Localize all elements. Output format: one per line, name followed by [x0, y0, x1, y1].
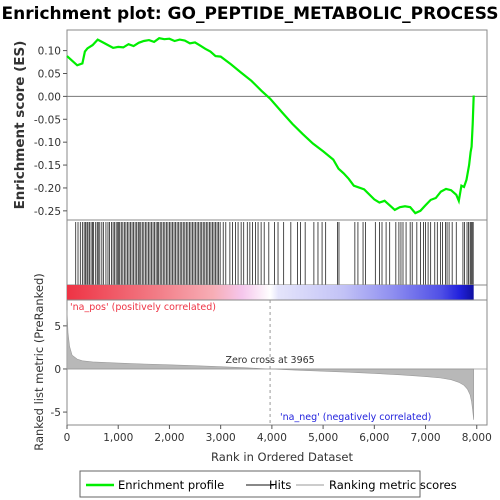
ranked-axis-label: Ranked list metric (PreRanked) — [32, 273, 46, 451]
es-y-tick-label: 0.05 — [38, 68, 61, 80]
x-tick-label: 7,000 — [411, 432, 441, 444]
ranked-y-tick-label: -5 — [51, 407, 61, 419]
ranked-y-tick-label: 0 — [54, 364, 61, 376]
x-tick-label: 2,000 — [154, 432, 184, 444]
x-axis-label: Rank in Ordered Dataset — [211, 450, 354, 464]
es-y-tick-label: -0.10 — [34, 137, 61, 149]
positive-correlation-label: 'na_pos' (positively correlated) — [70, 302, 216, 313]
zero-cross-label: Zero cross at 3965 — [225, 355, 314, 366]
hit-lines — [75, 222, 474, 285]
es-y-ticks: 0.10 0.05 0.00 -0.05 -0.10 -0.15 -0.20 -0.25 — [34, 46, 67, 218]
legend: Enrichment profile Hits Ranking metric sco… — [86, 478, 457, 492]
es-y-tick-label: -0.25 — [34, 206, 61, 218]
enrichment-profile-line — [66, 37, 475, 215]
legend-label: Hits — [269, 478, 291, 492]
heatmap-bar — [67, 285, 474, 300]
es-y-tick-label: 0.10 — [38, 46, 61, 58]
x-tick-label: 6,000 — [359, 432, 389, 444]
x-tick-label: 3,000 — [206, 432, 236, 444]
es-y-tick-label: -0.15 — [34, 160, 61, 172]
legend-label: Enrichment profile — [118, 478, 224, 492]
es-y-tick-label: -0.20 — [34, 183, 61, 195]
es-axis-label: Enrichment score (ES) — [12, 41, 28, 210]
chart-title: Enrichment plot: GO_PEPTIDE_METABOLIC_PR… — [2, 4, 499, 24]
negative-correlation-label: 'na_neg' (negatively correlated) — [280, 412, 431, 423]
es-y-tick-label: 0.00 — [38, 91, 61, 103]
es-y-tick-label: -0.05 — [34, 114, 61, 126]
x-tick-label: 4,000 — [257, 432, 287, 444]
x-tick-label: 5,000 — [308, 432, 338, 444]
legend-label: Ranking metric scores — [329, 478, 457, 492]
ranked-y-tick-label: 5 — [54, 321, 61, 333]
ranked-x-ticks: 0 1,000 2,000 3,000 4,000 5,000 6,000 7,000 8,00… — [64, 425, 492, 444]
x-tick-label: 0 — [64, 432, 71, 444]
ranked-y-ticks: 5 0 -5 — [51, 321, 67, 419]
ranking-metric-area — [66, 310, 474, 420]
x-tick-label: 1,000 — [103, 432, 133, 444]
x-tick-label: 8,000 — [462, 432, 492, 444]
